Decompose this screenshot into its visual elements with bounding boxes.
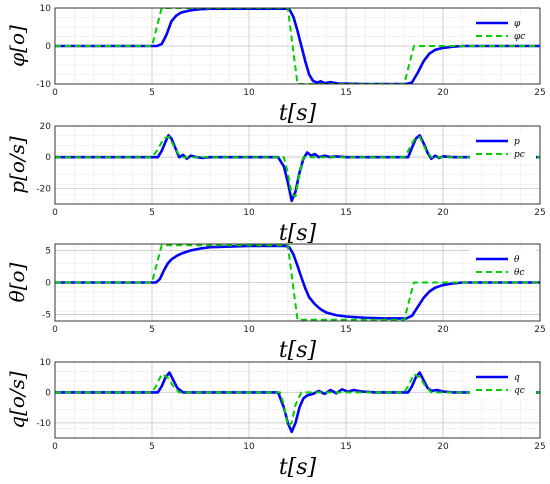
x-tick-label: 15	[340, 208, 351, 218]
series-line-q	[55, 371, 540, 434]
x-axis-label: t[s]	[279, 455, 317, 480]
x-axis-label: t[s]	[279, 101, 317, 126]
legend-box	[470, 368, 536, 398]
y-tick-label: 0	[45, 388, 51, 398]
x-tick-label: 5	[149, 325, 155, 335]
series-line-θ	[55, 244, 540, 320]
series-line-p	[55, 134, 540, 203]
x-tick-label: 20	[437, 88, 449, 98]
legend-label: p	[514, 137, 520, 147]
y-tick-label: 0	[45, 279, 51, 289]
legend-box	[470, 250, 536, 280]
series-line-θc	[55, 244, 540, 321]
y-tick-label: 5	[45, 246, 51, 256]
y-axis-label: φ[o]	[5, 25, 29, 67]
legend-label: θc	[514, 268, 524, 278]
x-tick-label: 0	[52, 88, 58, 98]
y-tick-label: -5	[42, 311, 51, 321]
y-axis-label: p[o/s]	[5, 136, 29, 194]
x-axis-label: t[s]	[279, 221, 317, 246]
legend-label: pc	[514, 150, 525, 160]
subplot-4: 0 5 10 15 20 25 10 0 -10 q qc q[o/s] t[s]	[5, 358, 546, 480]
legend-label: q	[514, 373, 520, 383]
series-line-qc	[55, 373, 540, 427]
x-tick-label: 0	[52, 325, 58, 335]
legend-label: φ	[514, 19, 521, 29]
series-line-φ	[55, 8, 540, 84]
legend-box	[470, 14, 536, 44]
series-line-pc	[55, 135, 540, 198]
y-tick-label: 0	[45, 153, 51, 163]
x-tick-label: 10	[243, 88, 255, 98]
x-tick-label: 10	[243, 325, 255, 335]
x-tick-label: 25	[534, 325, 545, 335]
x-tick-label: 0	[52, 442, 58, 452]
x-tick-label: 5	[149, 88, 155, 98]
y-axis-label: q[o/s]	[5, 371, 29, 429]
axes-frame	[54, 125, 541, 205]
y-axis-label: θ[o]	[5, 262, 29, 302]
y-tick-label: 20	[40, 122, 52, 132]
x-tick-label: 15	[340, 88, 351, 98]
y-tick-label: -20	[36, 184, 51, 194]
legend-label: qc	[514, 386, 525, 396]
x-tick-label: 20	[437, 208, 449, 218]
x-tick-label: 5	[149, 442, 155, 452]
x-tick-label: 25	[534, 442, 545, 452]
legend-label: φc	[514, 32, 525, 42]
x-axis-label: t[s]	[279, 338, 317, 363]
x-tick-label: 20	[437, 442, 449, 452]
y-tick-label: 10	[40, 358, 52, 368]
x-tick-label: 25	[534, 208, 545, 218]
x-tick-label: 15	[340, 442, 351, 452]
axes-frame	[54, 7, 541, 85]
y-tick-label: 10	[40, 4, 52, 14]
y-tick-label: 0	[45, 42, 51, 52]
x-tick-label: 25	[534, 88, 545, 98]
x-tick-label: 15	[340, 325, 351, 335]
x-tick-label: 0	[52, 208, 58, 218]
series-line-φc	[55, 8, 540, 84]
x-tick-label: 10	[243, 208, 255, 218]
x-tick-label: 20	[437, 325, 449, 335]
x-tick-label: 5	[149, 208, 155, 218]
axes-frame	[54, 243, 541, 322]
axes-frame	[54, 361, 541, 439]
y-tick-label: -10	[36, 419, 51, 429]
y-tick-label: -10	[36, 80, 51, 90]
legend-label: θ	[514, 255, 520, 265]
legend-box	[470, 132, 536, 162]
x-tick-label: 10	[243, 442, 255, 452]
subplot-2: 0 5 10 15 20 25 20 0 -20 p pc p[o/s] t[s]	[5, 122, 546, 246]
